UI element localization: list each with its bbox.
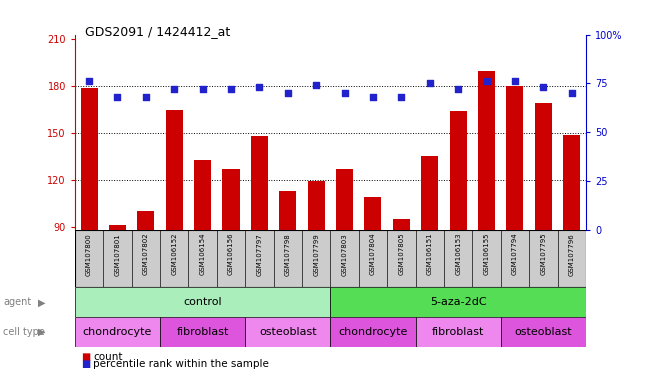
Bar — [557, 230, 586, 288]
Bar — [245, 230, 273, 288]
Bar — [109, 225, 126, 230]
Point — [311, 82, 322, 88]
Bar — [245, 317, 330, 347]
Text: fibroblast: fibroblast — [176, 327, 229, 337]
Text: GSM107795: GSM107795 — [540, 233, 546, 275]
Bar — [132, 230, 160, 288]
Text: ■: ■ — [81, 359, 90, 369]
Bar — [251, 136, 268, 230]
Bar — [330, 317, 415, 347]
Bar — [75, 288, 330, 317]
Text: GSM106153: GSM106153 — [455, 233, 461, 275]
Text: control: control — [184, 297, 222, 307]
Text: GSM106155: GSM106155 — [484, 233, 490, 275]
Bar — [359, 230, 387, 288]
Text: fibroblast: fibroblast — [432, 327, 484, 337]
Point — [339, 90, 350, 96]
Text: GSM107803: GSM107803 — [342, 233, 348, 276]
Point — [396, 94, 407, 100]
Point — [112, 94, 122, 100]
Text: GSM106154: GSM106154 — [200, 233, 206, 275]
Point — [510, 78, 520, 84]
Text: GSM106152: GSM106152 — [171, 233, 177, 275]
Bar — [330, 230, 359, 288]
Text: ▶: ▶ — [38, 297, 46, 307]
Bar — [336, 169, 353, 230]
Text: chondrocyte: chondrocyte — [83, 327, 152, 337]
Text: GSM107798: GSM107798 — [284, 233, 291, 276]
Bar — [223, 169, 240, 230]
Bar — [387, 230, 415, 288]
Bar — [421, 157, 438, 230]
Text: GDS2091 / 1424412_at: GDS2091 / 1424412_at — [85, 25, 230, 38]
Bar — [444, 230, 473, 288]
Text: osteoblast: osteoblast — [514, 327, 572, 337]
Text: percentile rank within the sample: percentile rank within the sample — [93, 359, 269, 369]
Bar — [194, 160, 211, 230]
Point — [169, 86, 180, 92]
Text: chondrocyte: chondrocyte — [339, 327, 408, 337]
Text: GSM106156: GSM106156 — [228, 233, 234, 275]
Text: GSM107805: GSM107805 — [398, 233, 404, 275]
Point — [481, 78, 492, 84]
Bar — [415, 317, 501, 347]
Bar — [563, 135, 580, 230]
Bar — [330, 288, 586, 317]
Bar — [302, 230, 330, 288]
Bar — [506, 86, 523, 230]
Bar — [166, 109, 183, 230]
Bar — [160, 230, 188, 288]
Bar — [308, 182, 325, 230]
Point — [368, 94, 378, 100]
Text: agent: agent — [3, 297, 31, 307]
Bar — [473, 230, 501, 288]
Bar — [217, 230, 245, 288]
Bar — [160, 317, 245, 347]
Bar — [393, 219, 410, 230]
Bar — [415, 230, 444, 288]
Bar — [501, 317, 586, 347]
Text: GSM107796: GSM107796 — [569, 233, 575, 276]
Bar — [81, 88, 98, 230]
Bar — [137, 211, 154, 230]
Bar — [529, 230, 557, 288]
Bar — [104, 230, 132, 288]
Bar — [273, 230, 302, 288]
Text: GSM106151: GSM106151 — [427, 233, 433, 275]
Text: GSM107804: GSM107804 — [370, 233, 376, 275]
Point — [566, 90, 577, 96]
Point — [538, 84, 549, 90]
Text: GSM107802: GSM107802 — [143, 233, 149, 275]
Bar — [279, 191, 296, 230]
Text: GSM107800: GSM107800 — [86, 233, 92, 276]
Point — [141, 94, 151, 100]
Text: count: count — [93, 352, 122, 362]
Bar — [450, 111, 467, 230]
Point — [453, 86, 464, 92]
Text: GSM107801: GSM107801 — [115, 233, 120, 276]
Point — [226, 86, 236, 92]
Bar — [501, 230, 529, 288]
Text: GSM107794: GSM107794 — [512, 233, 518, 275]
Point — [254, 84, 264, 90]
Text: GSM107797: GSM107797 — [256, 233, 262, 276]
Bar — [534, 103, 552, 230]
Text: ▶: ▶ — [38, 327, 46, 337]
Bar — [75, 230, 104, 288]
Text: osteoblast: osteoblast — [259, 327, 316, 337]
Point — [283, 90, 293, 96]
Bar — [75, 317, 160, 347]
Point — [197, 86, 208, 92]
Text: ■: ■ — [81, 352, 90, 362]
Bar — [188, 230, 217, 288]
Point — [84, 78, 94, 84]
Text: 5-aza-2dC: 5-aza-2dC — [430, 297, 486, 307]
Point — [424, 80, 435, 86]
Text: GSM107799: GSM107799 — [313, 233, 319, 276]
Bar — [478, 71, 495, 230]
Bar — [365, 197, 381, 230]
Text: cell type: cell type — [3, 327, 45, 337]
